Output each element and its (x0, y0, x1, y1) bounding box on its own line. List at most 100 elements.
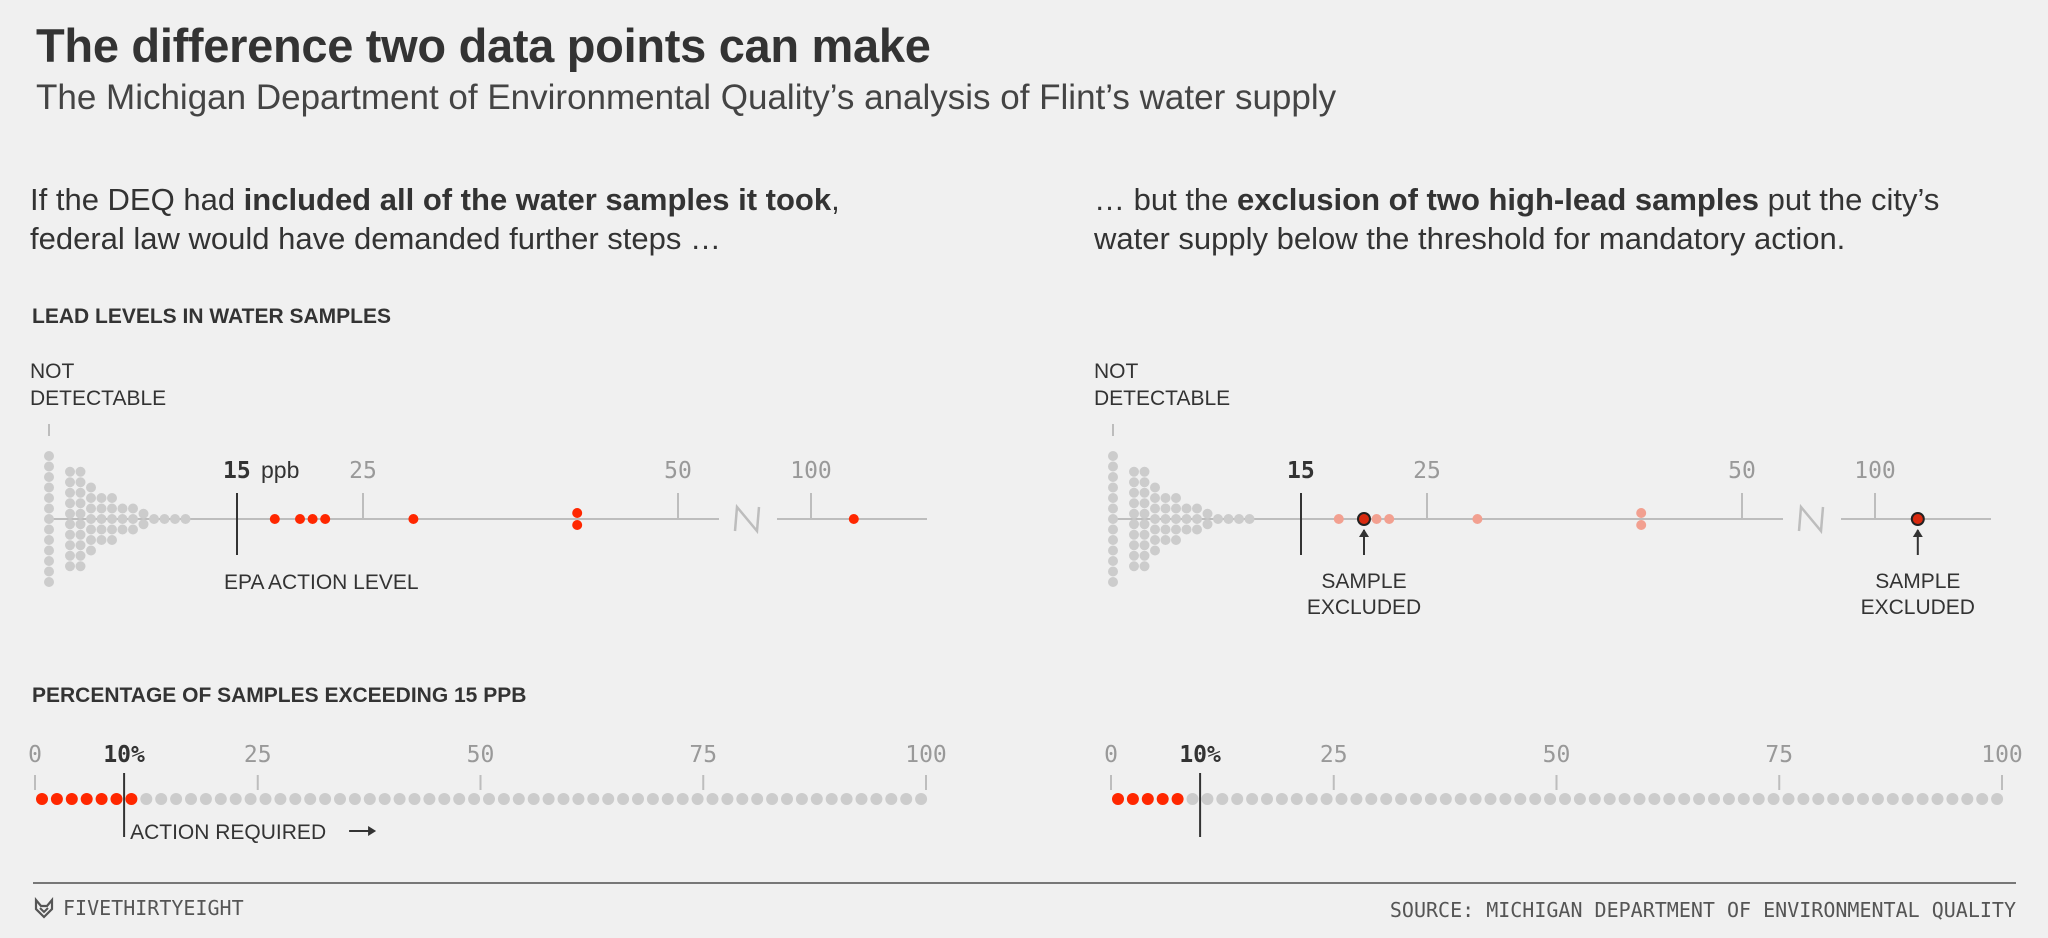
sample-dot-below (138, 519, 149, 530)
pct-dot (140, 793, 153, 805)
pct-dot (1529, 793, 1542, 805)
sample-dot-below (75, 487, 86, 498)
pct-dot (1752, 793, 1765, 805)
intro-left-bold: included all of the water samples it too… (243, 182, 832, 217)
pct-dot (795, 793, 808, 805)
intro-left-text: If the DEQ had included all of the water… (30, 180, 840, 258)
pct-dot (1722, 793, 1735, 805)
pct-dot (1424, 793, 1437, 805)
sample-excluded-label: SAMPLE (1321, 570, 1406, 593)
pct-tick-label: 75 (689, 742, 717, 768)
sample-dot-below (1192, 514, 1202, 524)
pct-dot (1439, 793, 1452, 805)
sample-dot-below (86, 524, 96, 535)
sample-dot-below (44, 451, 54, 461)
pct-dot (1305, 793, 1318, 805)
sample-dot-below (1139, 487, 1150, 498)
footer-source: SOURCE: MICHIGAN DEPARTMENT OF ENVIRONME… (1389, 898, 2016, 922)
sample-dot-below (44, 461, 54, 472)
pct-dot (1261, 793, 1273, 805)
sample-dot-below (1139, 540, 1150, 551)
sample-dot-below (1139, 550, 1150, 561)
intro-left-pre: If the DEQ had (30, 182, 244, 217)
pct-dot (1708, 793, 1720, 805)
pct-dot (915, 793, 928, 805)
sample-dot-below (1129, 498, 1139, 509)
intro-right-line2: water supply below the threshold for man… (1094, 221, 1846, 256)
pct-dot (512, 793, 525, 805)
sample-dot-below (65, 519, 75, 530)
pct-dot (602, 793, 615, 805)
sample-dot-below (1160, 535, 1171, 545)
pct-dot (1767, 793, 1780, 805)
pct-dot (810, 793, 823, 805)
pct-dot (363, 793, 376, 805)
pct-dot (1380, 793, 1393, 805)
pct-dot (1469, 793, 1482, 805)
sample-dot-below (1108, 535, 1118, 545)
pct-tick-label: 50 (467, 742, 495, 768)
sample-dot-below (1108, 451, 1118, 461)
sample-dot-exceeding (1384, 514, 1395, 524)
pct-dot-exceeding (1156, 793, 1169, 805)
pct-dot (334, 793, 346, 805)
lead-tick-label: 25 (1413, 458, 1441, 484)
intro-right-post: put the city’s (1758, 182, 1940, 217)
pct-dot (1812, 793, 1825, 805)
pct-dot (1246, 793, 1259, 805)
sample-dot-below (1139, 477, 1150, 488)
pct-dot (646, 793, 659, 805)
sample-dot-below (75, 477, 86, 488)
pct-dot (855, 793, 868, 805)
pct-dot (691, 793, 704, 805)
sample-dot-exceeding (269, 514, 280, 524)
pct-threshold-label: 10% (103, 742, 145, 768)
pct-dot-exceeding (1171, 793, 1184, 805)
sample-dot-below (128, 503, 138, 514)
sample-dot-below (1192, 524, 1202, 535)
pct-dot (721, 793, 734, 805)
pct-dot (199, 793, 212, 805)
sample-dot-below (65, 540, 75, 551)
sample-dot-below (86, 493, 96, 503)
sample-dot-below (1108, 461, 1118, 472)
sample-dot-below (75, 508, 86, 519)
sample-dot-below (128, 524, 138, 535)
sample-dot-below (1150, 482, 1160, 493)
sample-dot-below (117, 503, 128, 514)
pct-dot (378, 793, 391, 805)
pct-dot (572, 793, 585, 805)
brand-name: FIVETHIRTYEIGHT (63, 896, 244, 920)
sample-dot-below (65, 550, 75, 561)
pct-dot (557, 793, 570, 805)
sample-dot-below (75, 498, 86, 509)
pct-dot (1320, 793, 1333, 805)
pct-dot (1857, 793, 1869, 805)
sample-dot-below (128, 514, 138, 524)
sample-dot-below (138, 508, 149, 519)
sample-dot-exceeding (307, 514, 318, 524)
sample-dot-below (1129, 561, 1139, 572)
sample-dot-below (75, 550, 86, 561)
pct-tick-label: 75 (1765, 742, 1793, 768)
sample-dot-exceeding (1472, 514, 1483, 524)
lead-tick-label: 100 (790, 458, 832, 484)
pct-tick-label: 100 (905, 742, 947, 768)
pct-dot (1931, 793, 1944, 805)
pct-dot-exceeding (80, 793, 93, 805)
pct-dot (1365, 793, 1378, 805)
sample-dot-below (65, 498, 75, 509)
pct-dot (1886, 793, 1899, 805)
footer-divider (33, 882, 2016, 884)
sample-dot-below (1108, 524, 1118, 535)
not-detectable-label: NOT (1094, 360, 1139, 383)
sample-dot-exceeding (1636, 508, 1647, 518)
pct-dot (1290, 793, 1303, 805)
pct-dot (1678, 793, 1691, 805)
sample-dot-below (170, 514, 180, 524)
pct-dot (1216, 793, 1229, 805)
intro-right-pre: … but the (1094, 182, 1238, 217)
pct-dot (1976, 793, 1989, 805)
sample-dot-below (96, 514, 107, 524)
pct-dot-exceeding (1112, 793, 1124, 805)
